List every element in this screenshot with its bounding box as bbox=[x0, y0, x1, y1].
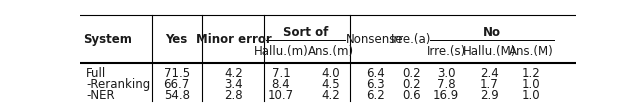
Text: 1.2: 1.2 bbox=[522, 67, 541, 80]
Text: 10.7: 10.7 bbox=[268, 89, 294, 102]
Text: -NER: -NER bbox=[86, 89, 115, 102]
Text: 71.5: 71.5 bbox=[164, 67, 190, 80]
Text: 7.1: 7.1 bbox=[271, 67, 291, 80]
Text: -Reranking: -Reranking bbox=[86, 78, 150, 91]
Text: 1.0: 1.0 bbox=[522, 78, 541, 91]
Text: 6.4: 6.4 bbox=[365, 67, 385, 80]
Text: 4.2: 4.2 bbox=[321, 89, 340, 102]
Text: 4.0: 4.0 bbox=[321, 67, 340, 80]
Text: 0.2: 0.2 bbox=[402, 67, 420, 80]
Text: Sort of: Sort of bbox=[283, 26, 328, 39]
Text: Irre.(a): Irre.(a) bbox=[391, 33, 431, 46]
Text: 1.7: 1.7 bbox=[480, 78, 499, 91]
Text: 0.2: 0.2 bbox=[402, 78, 420, 91]
Text: 66.7: 66.7 bbox=[164, 78, 190, 91]
Text: 2.8: 2.8 bbox=[225, 89, 243, 102]
Text: 54.8: 54.8 bbox=[164, 89, 189, 102]
Text: 2.4: 2.4 bbox=[480, 67, 499, 80]
Text: 4.5: 4.5 bbox=[321, 78, 340, 91]
Text: Ans.(M): Ans.(M) bbox=[509, 45, 554, 58]
Text: Irre.(s): Irre.(s) bbox=[426, 45, 466, 58]
Text: Yes: Yes bbox=[166, 33, 188, 46]
Text: 16.9: 16.9 bbox=[433, 89, 459, 102]
Text: Hallu.(m): Hallu.(m) bbox=[253, 45, 308, 58]
Text: 2.9: 2.9 bbox=[480, 89, 499, 102]
Text: No: No bbox=[483, 26, 500, 39]
Text: Nonsense: Nonsense bbox=[346, 33, 404, 46]
Text: Minor error: Minor error bbox=[196, 33, 271, 46]
Text: 7.8: 7.8 bbox=[436, 78, 456, 91]
Text: 6.3: 6.3 bbox=[366, 78, 385, 91]
Text: 3.0: 3.0 bbox=[436, 67, 455, 80]
Text: 6.2: 6.2 bbox=[365, 89, 385, 102]
Text: 0.6: 0.6 bbox=[402, 89, 420, 102]
Text: System: System bbox=[83, 33, 132, 46]
Text: 3.4: 3.4 bbox=[225, 78, 243, 91]
Text: 1.0: 1.0 bbox=[522, 89, 541, 102]
Text: 4.2: 4.2 bbox=[225, 67, 243, 80]
Text: 8.4: 8.4 bbox=[271, 78, 290, 91]
Text: Full: Full bbox=[86, 67, 106, 80]
Text: Ans.(m): Ans.(m) bbox=[307, 45, 353, 58]
Text: Hallu.(M): Hallu.(M) bbox=[463, 45, 516, 58]
